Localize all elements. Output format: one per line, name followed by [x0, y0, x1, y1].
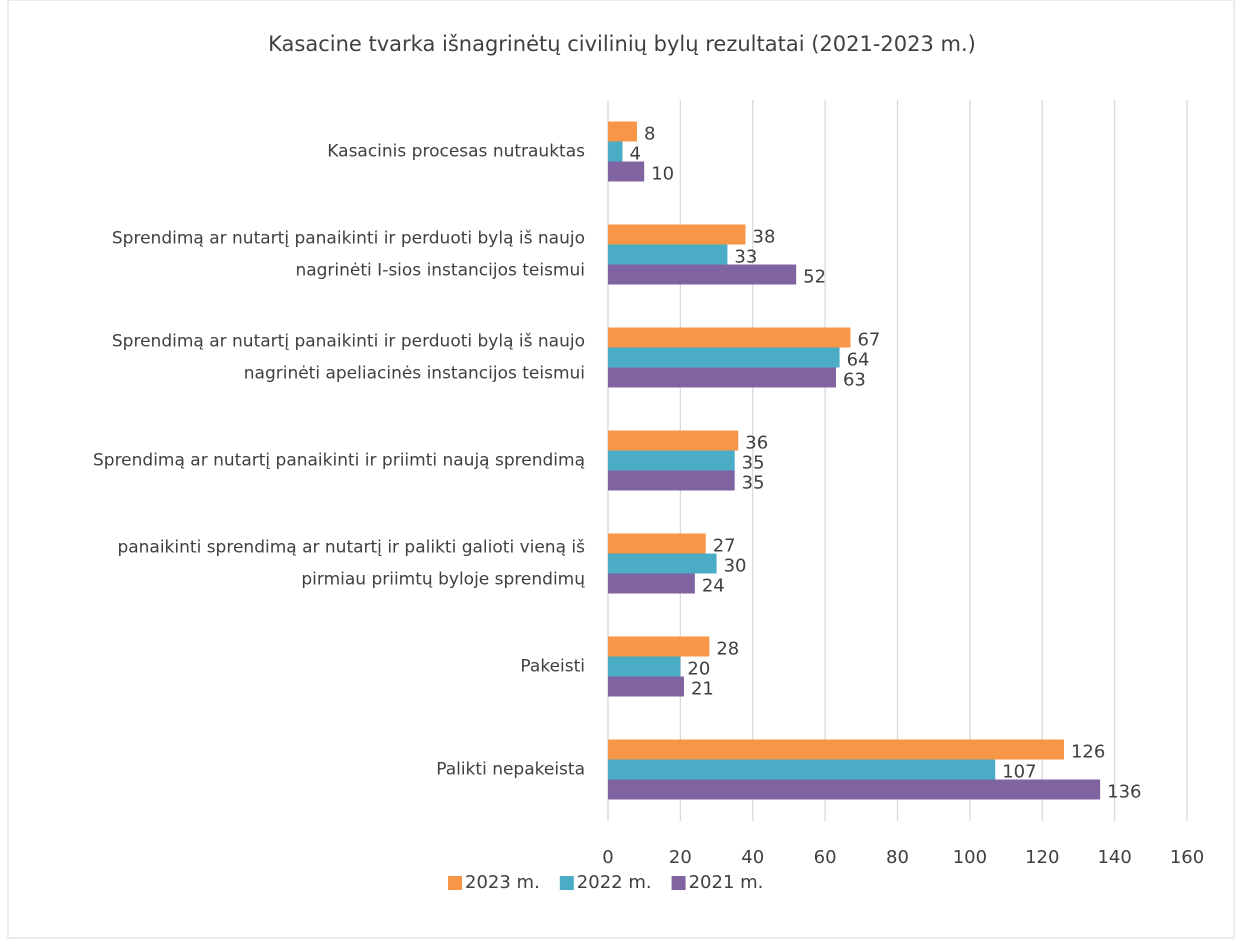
bar: [608, 779, 1101, 800]
legend-label: 2022 m.: [577, 872, 652, 893]
data-label: 64: [847, 350, 870, 371]
x-tick-label: 40: [741, 847, 764, 868]
chart-title: Kasacine tvarka išnagrinėtų civilinių by…: [268, 32, 976, 56]
data-label: 35: [742, 453, 765, 474]
bar: [608, 244, 728, 265]
bar: [608, 676, 684, 697]
x-tick-label: 160: [1170, 847, 1204, 868]
legend-label: 2023 m.: [465, 872, 540, 893]
data-label: 4: [629, 144, 640, 165]
data-label: 35: [742, 473, 765, 494]
data-label: 33: [734, 247, 757, 268]
data-label: 67: [857, 330, 880, 351]
bar: [608, 224, 746, 245]
x-tick-label: 120: [1025, 847, 1059, 868]
data-label: 21: [691, 679, 714, 700]
y-tick-label: panaikinti sprendimą ar nutartį ir palik…: [117, 538, 585, 558]
bar: [608, 450, 735, 471]
y-tick-label: Pakeisti: [520, 657, 585, 677]
bar: [608, 367, 836, 388]
data-label: 107: [1002, 762, 1036, 783]
bar: [608, 573, 695, 594]
bar: [608, 161, 645, 182]
data-label: 63: [843, 370, 866, 391]
legend-swatch: [671, 876, 686, 890]
bar: [608, 141, 623, 162]
bar: [608, 553, 717, 574]
data-label: 10: [651, 164, 674, 185]
legend-swatch: [559, 876, 574, 890]
y-tick-label: Palikti nepakeista: [436, 760, 585, 780]
data-label: 52: [803, 267, 826, 288]
legend-swatch: [448, 876, 462, 890]
data-label: 36: [745, 433, 768, 454]
data-label: 28: [716, 639, 739, 660]
data-label: 27: [713, 536, 736, 557]
data-label: 126: [1071, 742, 1105, 763]
data-label: 24: [702, 576, 725, 597]
bar: [608, 533, 706, 554]
bar: [608, 759, 996, 780]
data-label: 8: [644, 124, 655, 145]
x-tick-label: 20: [669, 847, 692, 868]
x-tick-label: 80: [886, 847, 909, 868]
bar: [608, 347, 840, 368]
bar: [608, 636, 710, 657]
x-tick-label: 0: [602, 847, 613, 868]
y-tick-label: pirmiau priimtų byloje sprendimų: [301, 570, 585, 590]
y-tick-label: nagrinėti apeliacinės instancijos teismu…: [244, 364, 585, 384]
bar: [608, 430, 739, 451]
y-tick-label: Sprendimą ar nutartį panaikinti ir perdu…: [112, 332, 585, 352]
data-label: 136: [1107, 782, 1141, 803]
x-tick-label: 100: [953, 847, 987, 868]
bar: [608, 121, 637, 142]
x-tick-label: 60: [814, 847, 837, 868]
bar: [608, 656, 681, 677]
bar: [608, 264, 797, 285]
legend-label: 2021 m.: [689, 872, 764, 893]
y-tick-label: Kasacinis procesas nutrauktas: [327, 142, 585, 162]
y-tick-label: Sprendimą ar nutartį panaikinti ir priim…: [93, 451, 585, 471]
data-label: 20: [687, 659, 710, 680]
bar: [608, 327, 851, 348]
y-tick-label: nagrinėti I-sios instancijos teismui: [295, 261, 585, 281]
data-label: 38: [753, 227, 776, 248]
bar: [608, 739, 1064, 760]
x-tick-label: 140: [1097, 847, 1131, 868]
y-tick-label: Sprendimą ar nutartį panaikinti ir perdu…: [112, 229, 585, 249]
bar: [608, 470, 735, 491]
data-label: 30: [724, 556, 747, 577]
